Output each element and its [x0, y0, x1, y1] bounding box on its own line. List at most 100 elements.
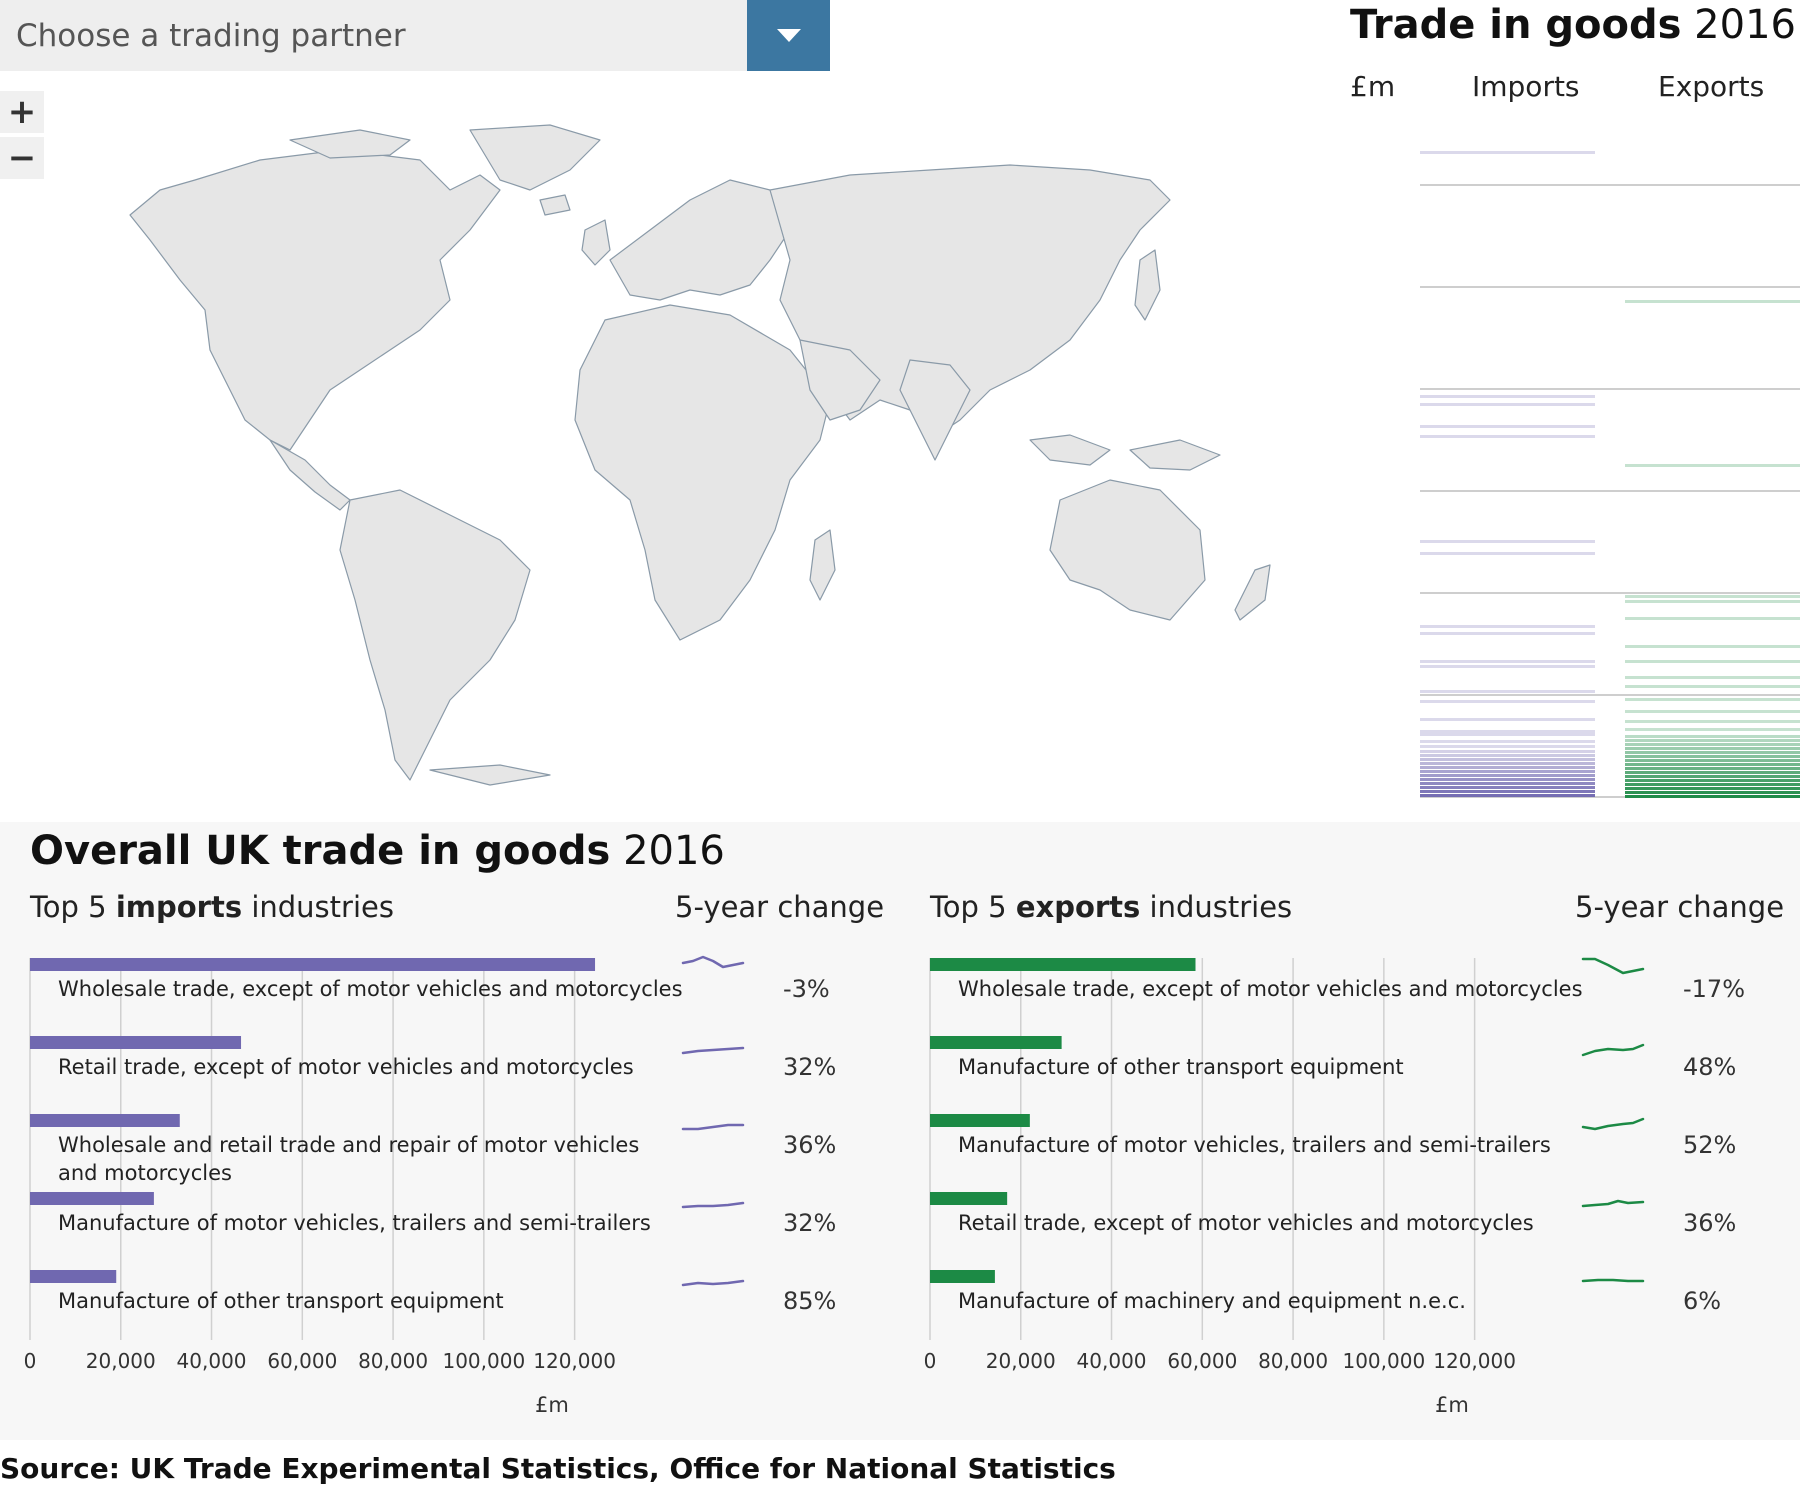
five-year-change-value: 48%: [1683, 1053, 1737, 1081]
export-stripe: [1625, 747, 1800, 750]
x-tick-label: 120,000: [533, 1349, 616, 1373]
export-stripe: [1625, 779, 1800, 782]
x-tick-label: 20,000: [986, 1349, 1056, 1373]
import-stripe: [1420, 730, 1595, 733]
bar[interactable]: [930, 958, 1196, 971]
overall-panel: [0, 822, 1800, 1440]
exports-bar-chart: 0 20,000 40,000 60,000 80,000 100,000 120,000 £…: [924, 958, 1583, 1417]
five-year-change-value: 85%: [783, 1287, 837, 1315]
bar[interactable]: [930, 1270, 995, 1283]
country-shape: [339, 489, 531, 781]
x-axis-label: £m: [1435, 1393, 1469, 1417]
trade-stripes[interactable]: [1420, 120, 1800, 800]
country-shape: [799, 339, 881, 421]
export-stripe: [1625, 300, 1800, 303]
country-shape: [469, 124, 601, 191]
import-stripe: [1420, 403, 1595, 406]
bar[interactable]: [930, 1036, 1062, 1049]
imports-change-header: 5-year change: [675, 890, 885, 924]
country-shape: [1049, 479, 1206, 621]
sparkline: [1581, 957, 1645, 975]
dropdown-button[interactable]: [747, 0, 830, 71]
x-tick-label: 60,000: [267, 1349, 337, 1373]
import-stripe: [1420, 151, 1595, 154]
country-shape: [809, 529, 836, 601]
title-year: 2016: [1694, 2, 1796, 48]
country-shape: [539, 194, 571, 216]
export-stripe: [1625, 771, 1800, 774]
import-stripe: [1420, 745, 1595, 748]
zoom-in-button[interactable]: +: [0, 91, 44, 133]
import-stripe: [1420, 690, 1595, 693]
bar[interactable]: [30, 958, 596, 971]
country-shape: [129, 149, 501, 451]
export-stripe: [1625, 751, 1800, 754]
export-stripe: [1625, 743, 1800, 746]
title-bold: Trade in goods: [1350, 2, 1682, 48]
import-stripe: [1420, 718, 1595, 721]
country-shape: [429, 764, 551, 786]
trading-partner-select[interactable]: Choose a trading partner: [0, 0, 830, 71]
import-stripe: [1420, 794, 1595, 797]
bar[interactable]: [930, 1114, 1030, 1127]
import-stripe: [1420, 552, 1595, 555]
export-stripe: [1625, 720, 1800, 723]
x-tick-label: 60,000: [1167, 1349, 1237, 1373]
x-tick-label: 0: [24, 1349, 37, 1373]
source-note: Source: UK Trade Experimental Statistics…: [0, 1452, 1116, 1485]
bar[interactable]: [930, 1192, 1008, 1205]
five-year-change-value: -3%: [783, 975, 830, 1003]
country-shape: [269, 439, 351, 511]
import-stripe: [1420, 395, 1595, 398]
bar[interactable]: [30, 1036, 242, 1049]
category-label: Wholesale trade, except of motor vehicle…: [958, 977, 1583, 1001]
x-tick-label: 80,000: [358, 1349, 428, 1373]
category-label: Wholesale and retail trade and repair of…: [58, 1133, 639, 1157]
import-stripe: [1420, 774, 1595, 777]
export-stripe: [1625, 739, 1800, 742]
export-stripe: [1625, 759, 1800, 762]
export-stripe: [1625, 464, 1800, 467]
export-stripe: [1625, 595, 1800, 598]
country-shape: [1134, 249, 1161, 321]
export-stripe: [1625, 775, 1800, 778]
import-stripe: [1420, 790, 1595, 793]
import-stripe: [1420, 740, 1595, 743]
country-shape: [1029, 434, 1111, 466]
sparkline: [681, 1279, 745, 1287]
sparkline: [681, 955, 745, 969]
export-stripe: [1625, 676, 1800, 679]
minus-icon: −: [7, 138, 37, 178]
export-stripe: [1625, 685, 1800, 688]
sparkline: [1581, 1117, 1645, 1131]
category-label: Manufacture of machinery and equipment n…: [958, 1289, 1466, 1313]
import-stripe: [1420, 665, 1595, 668]
category-label: and motorcycles: [58, 1161, 232, 1185]
import-stripe: [1420, 750, 1595, 753]
x-tick-label: 120,000: [1433, 1349, 1516, 1373]
import-stripe: [1420, 782, 1595, 785]
imports-header: Imports: [1472, 70, 1580, 103]
export-stripe: [1625, 795, 1800, 798]
export-stripe: [1625, 767, 1800, 770]
import-stripe: [1420, 660, 1595, 663]
sparkline: [681, 1046, 745, 1055]
five-year-change-value: -17%: [1683, 975, 1746, 1003]
export-stripe: [1625, 660, 1800, 663]
world-map[interactable]: [30, 120, 1300, 790]
import-stripe: [1420, 762, 1595, 765]
export-stripe: [1625, 710, 1800, 713]
export-stripe: [1625, 755, 1800, 758]
exports-header: Exports: [1658, 70, 1765, 103]
export-stripe: [1625, 791, 1800, 794]
sparkline: [681, 1123, 745, 1131]
bar[interactable]: [30, 1192, 154, 1205]
bar[interactable]: [30, 1114, 180, 1127]
exports-chart-header: Top 5 exports industries: [930, 890, 1293, 924]
sparkline: [681, 1201, 745, 1209]
trading-partner-placeholder: Choose a trading partner: [16, 17, 406, 54]
country-shape: [609, 179, 791, 301]
bar[interactable]: [30, 1270, 117, 1283]
export-stripe: [1625, 787, 1800, 790]
zoom-out-button[interactable]: −: [0, 137, 44, 179]
